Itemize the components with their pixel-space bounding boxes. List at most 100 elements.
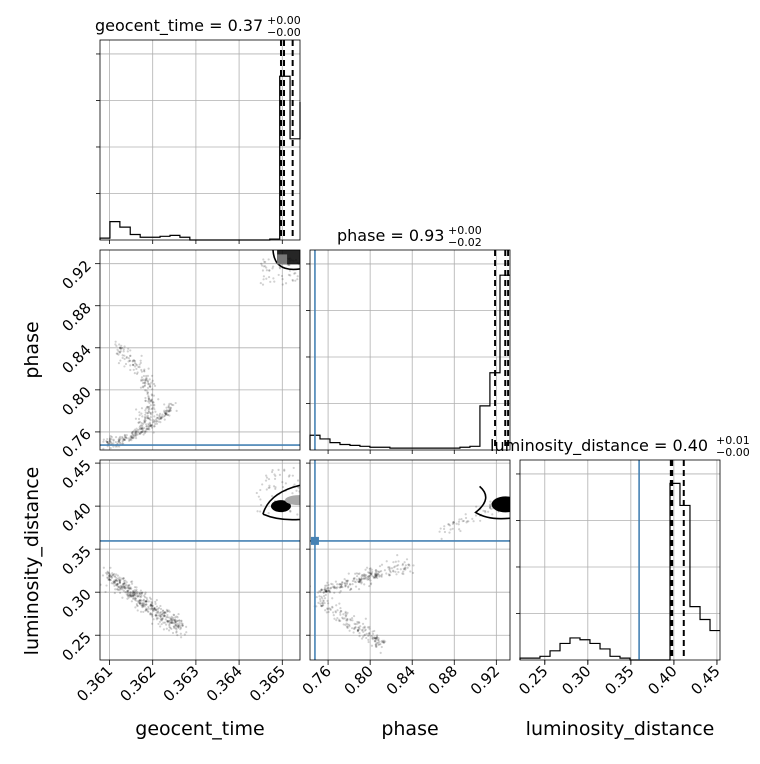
sample-point: [265, 269, 268, 272]
sample-point: [364, 617, 367, 620]
y-tick-label-phase: 0.80: [58, 383, 94, 419]
sample-point: [132, 437, 135, 440]
sample-point: [115, 579, 119, 582]
sample-point: [128, 583, 131, 587]
sample-point: [122, 584, 125, 588]
sample-point: [141, 428, 144, 431]
sample-point: [146, 427, 149, 430]
sample-point: [113, 584, 116, 587]
sample-point: [136, 600, 140, 603]
sample-point: [131, 431, 134, 434]
sample-point: [367, 571, 370, 574]
sample-point: [134, 437, 138, 440]
sample-point: [369, 571, 372, 574]
sample-point: [332, 611, 335, 614]
sample-point: [167, 405, 170, 408]
sample-point: [362, 573, 365, 576]
sample-point: [173, 626, 176, 630]
sample-point: [130, 600, 133, 603]
sample-point: [119, 591, 122, 594]
sample-point: [340, 585, 343, 588]
sample-point: [321, 604, 324, 607]
sample-point: [168, 414, 171, 417]
sample-point: [464, 516, 468, 520]
sample-point: [364, 575, 367, 579]
sample-point: [151, 622, 154, 625]
sample-point: [124, 436, 127, 439]
sample-point: [170, 618, 173, 621]
x-tick-label-luminosity-distance: 0.35: [601, 662, 637, 698]
sample-point: [381, 641, 384, 644]
x-tick-label-geocent-time: 0.365: [246, 662, 289, 705]
sample-point: [140, 431, 143, 434]
sample-point: [125, 436, 128, 439]
sample-point: [325, 590, 328, 594]
sample-point: [105, 584, 108, 587]
sample-point: [140, 430, 143, 433]
sample-point: [119, 579, 122, 582]
sample-point: [168, 624, 171, 627]
sample-point: [133, 597, 136, 600]
sample-point: [123, 438, 127, 442]
sample-point: [358, 581, 361, 584]
sample-point: [148, 405, 151, 408]
sample-point: [113, 581, 116, 584]
sample-point: [159, 615, 162, 618]
sample-point: [324, 609, 327, 612]
sample-point: [261, 483, 264, 486]
sample-point: [318, 590, 321, 593]
sample-point: [143, 430, 147, 433]
sample-point: [146, 411, 149, 415]
sample-point: [139, 592, 142, 595]
sample-point: [178, 619, 181, 622]
sample-point: [113, 581, 117, 584]
sample-point: [153, 425, 156, 428]
sample-point: [377, 637, 380, 640]
sample-point: [123, 438, 126, 442]
sample-point: [155, 605, 159, 608]
sample-point: [141, 430, 144, 433]
sample-point: [260, 262, 263, 265]
sample-point: [317, 591, 320, 594]
sample-point: [338, 583, 342, 586]
sample-point: [374, 643, 377, 646]
sample-point: [265, 488, 268, 491]
sample-point: [141, 422, 145, 425]
sample-point: [157, 622, 160, 626]
x-tick-label-luminosity-distance: 0.40: [644, 662, 680, 698]
grid-layer: [100, 40, 720, 660]
sample-point: [443, 530, 447, 534]
sample-point: [132, 433, 135, 436]
sample-point: [372, 576, 375, 579]
sample-point: [357, 626, 360, 629]
sample-point: [392, 561, 395, 564]
sample-point: [108, 574, 111, 577]
sample-point: [320, 605, 323, 608]
sample-point: [129, 586, 132, 589]
sample-point: [127, 360, 130, 363]
sample-point: [325, 590, 328, 593]
sample-point: [141, 606, 144, 609]
sample-point: [373, 637, 377, 640]
sample-point: [273, 477, 277, 480]
sample-point: [138, 432, 141, 436]
sample-point: [458, 528, 461, 531]
sample-point: [159, 607, 163, 611]
sample-point: [117, 440, 121, 443]
sample-point: [147, 424, 150, 427]
sample-point: [110, 435, 113, 439]
sample-point: [145, 423, 148, 426]
sample-point: [155, 608, 158, 611]
ylabel-luminosity-distance: luminosity_distance: [21, 467, 43, 656]
sample-point: [152, 406, 155, 409]
sample-point: [142, 598, 146, 601]
sample-point: [464, 513, 467, 516]
sample-point: [148, 596, 152, 599]
sample-point: [175, 625, 178, 628]
sample-point: [323, 588, 327, 591]
xlabel-phase: phase: [381, 718, 438, 740]
sample-point: [339, 611, 342, 614]
sample-point: [368, 633, 371, 636]
sample-point: [151, 401, 154, 404]
sample-point: [378, 574, 381, 577]
